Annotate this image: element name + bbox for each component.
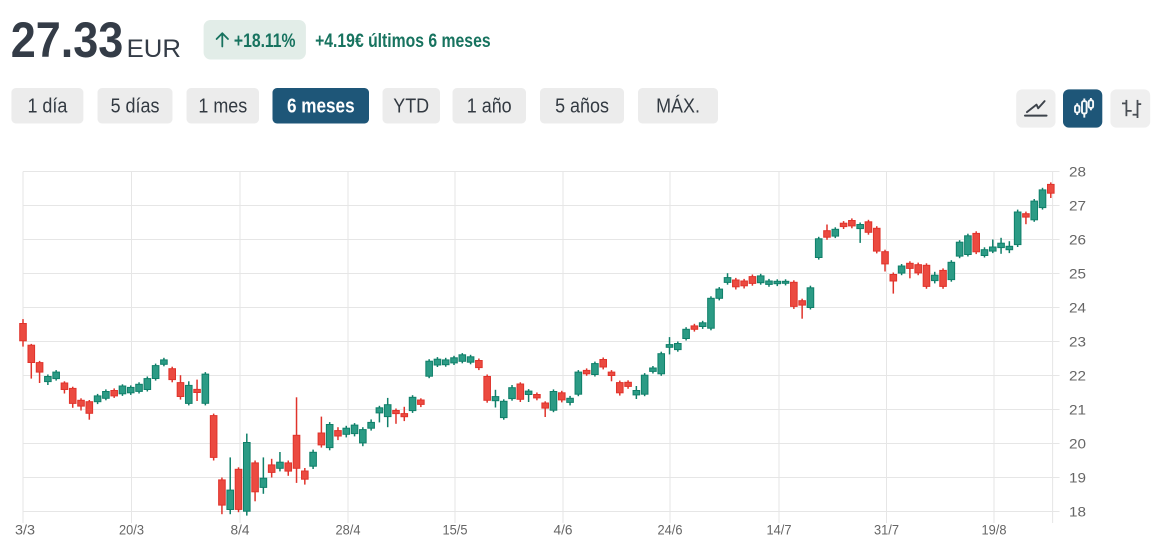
svg-text:1 año: 1 año [467,96,512,118]
svg-text:3/3: 3/3 [15,522,35,538]
svg-text:23: 23 [1069,333,1086,349]
svg-text:+4.19€ últimos 6 meses: +4.19€ últimos 6 meses [315,29,491,51]
svg-text:20: 20 [1069,435,1086,451]
svg-text:1 mes: 1 mes [198,96,247,118]
svg-text:20/3: 20/3 [119,522,144,538]
svg-text:4/6: 4/6 [554,522,573,538]
svg-text:1 día: 1 día [27,96,67,118]
svg-text:24: 24 [1069,299,1086,315]
svg-text:8/4: 8/4 [231,522,250,538]
svg-text:27.33: 27.33 [11,13,124,69]
svg-text:15/5: 15/5 [443,522,468,538]
svg-text:18: 18 [1069,503,1086,519]
svg-text:6 meses: 6 meses [287,94,355,117]
svg-text:EUR: EUR [127,35,181,63]
svg-text:27: 27 [1069,197,1086,213]
svg-text:28/4: 28/4 [336,522,361,538]
svg-text:5 años: 5 años [555,96,609,118]
svg-text:19/8: 19/8 [982,522,1007,538]
svg-text:25: 25 [1069,265,1086,281]
svg-text:24/6: 24/6 [658,522,683,538]
svg-text:21: 21 [1069,401,1086,417]
svg-text:28: 28 [1069,163,1086,179]
svg-text:31/7: 31/7 [874,522,899,538]
svg-text:26: 26 [1069,231,1086,247]
svg-text:MÁX.: MÁX. [656,96,700,118]
svg-text:14/7: 14/7 [767,522,792,538]
svg-text:YTD: YTD [393,96,429,118]
svg-text:+18.11%: +18.11% [234,29,296,51]
svg-text:5 días: 5 días [111,96,160,118]
svg-text:19: 19 [1069,469,1086,485]
svg-text:22: 22 [1069,367,1086,383]
